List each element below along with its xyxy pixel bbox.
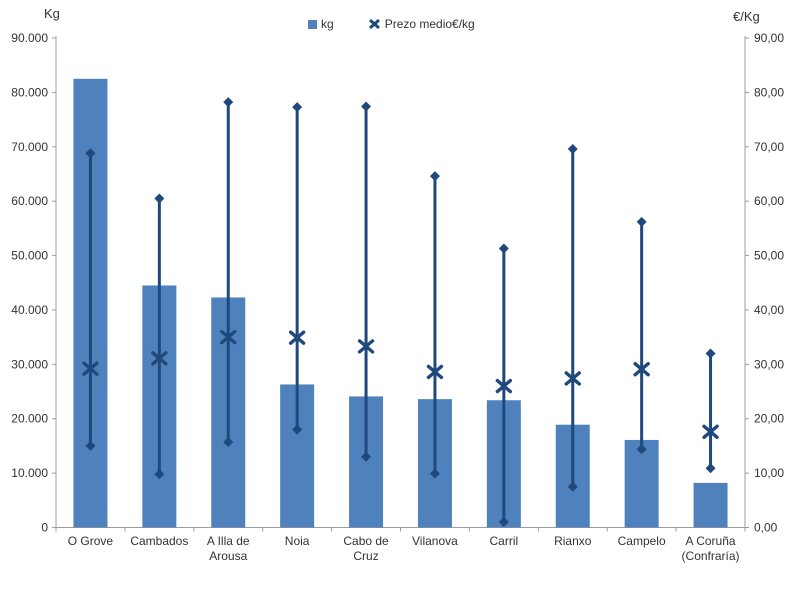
high-diamond bbox=[361, 101, 372, 112]
low-diamond bbox=[154, 469, 165, 480]
legend-prezo-label: Prezo medio€/kg bbox=[384, 17, 475, 31]
category-label: Vilanova bbox=[412, 534, 458, 548]
x-marker bbox=[220, 329, 237, 345]
high-diamond bbox=[498, 243, 509, 254]
x-marker bbox=[151, 351, 168, 366]
low-diamond bbox=[292, 424, 303, 435]
high-diamond bbox=[705, 348, 716, 359]
x-marker bbox=[495, 378, 513, 394]
bar bbox=[693, 482, 728, 528]
high-diamond bbox=[223, 97, 234, 108]
left-axis-tick-label: 20.000 bbox=[11, 412, 48, 426]
right-axis-tick-label: 50,00 bbox=[754, 249, 784, 263]
kg-series-swatch-icon bbox=[308, 19, 317, 29]
right-axis-tick-label: 90,00 bbox=[754, 31, 784, 45]
high-diamond bbox=[636, 216, 647, 227]
left-axis-tick-label: 70.000 bbox=[11, 140, 48, 154]
high-diamond bbox=[292, 102, 303, 113]
category-label: A Illa de Arousa bbox=[206, 534, 250, 563]
low-diamond bbox=[567, 481, 578, 492]
left-axis-tick-label: 30.000 bbox=[11, 357, 48, 371]
low-diamond bbox=[636, 444, 647, 455]
category-axis: O Grove Cambados A Illa de Arousa Noia Cabo … bbox=[0, 534, 800, 578]
x-marker bbox=[288, 330, 306, 345]
right-axis-tick-label: 30,00 bbox=[754, 357, 784, 371]
category-label: Cambados bbox=[130, 534, 189, 548]
category-label: Campelo bbox=[617, 534, 666, 548]
low-diamond bbox=[85, 440, 96, 451]
low-diamond bbox=[498, 517, 509, 528]
category-label: Cabo de Cruz bbox=[343, 534, 389, 563]
category-label: Noia bbox=[284, 534, 310, 548]
left-axis-tick-label: 80.000 bbox=[11, 85, 48, 99]
category-label: Carril bbox=[489, 534, 519, 548]
left-axis-title: Kg bbox=[44, 6, 60, 21]
legend-kg-label: kg bbox=[321, 17, 334, 31]
category-label: O Grove bbox=[67, 534, 114, 548]
low-diamond bbox=[429, 468, 440, 479]
x-marker bbox=[564, 371, 581, 386]
right-axis-tick-label: 60,00 bbox=[754, 194, 784, 208]
x-marker bbox=[702, 424, 719, 439]
x-marker bbox=[426, 364, 444, 380]
x-marker bbox=[633, 362, 650, 377]
left-axis-tick-label: 60.000 bbox=[11, 194, 48, 208]
x-marker bbox=[82, 361, 99, 376]
left-axis-tick-label: 10.000 bbox=[11, 466, 48, 480]
right-axis-tick-label: 10,00 bbox=[754, 466, 784, 480]
chart-legend: kg Prezo medio€/kg bbox=[308, 17, 475, 31]
left-axis-tick-label: 90.000 bbox=[11, 31, 48, 45]
x-marker-icon bbox=[368, 18, 380, 30]
right-axis-tick-label: 40,00 bbox=[754, 303, 784, 317]
legend-item-prezo: Prezo medio€/kg bbox=[368, 17, 475, 31]
low-diamond bbox=[705, 463, 716, 474]
right-axis-tick-label: 0,00 bbox=[754, 521, 778, 535]
right-axis-title: €/Kg bbox=[733, 9, 760, 24]
right-axis-tick-label: 20,00 bbox=[754, 412, 784, 426]
left-axis-tick-label: 50.000 bbox=[11, 249, 48, 263]
legend-item-kg: kg bbox=[308, 17, 334, 31]
high-diamond bbox=[429, 171, 440, 182]
low-diamond bbox=[361, 451, 372, 462]
x-marker bbox=[357, 339, 375, 354]
bar bbox=[624, 439, 659, 528]
category-label: Rianxo bbox=[554, 534, 592, 548]
left-axis-tick-label: 0 bbox=[41, 521, 48, 535]
high-diamond bbox=[85, 148, 96, 159]
right-axis-tick-label: 80,00 bbox=[754, 85, 784, 99]
right-axis-tick-label: 70,00 bbox=[754, 140, 784, 154]
left-axis-tick-label: 40.000 bbox=[11, 303, 48, 317]
low-diamond bbox=[223, 437, 234, 448]
category-label: A Coruña (Confraría) bbox=[681, 534, 740, 563]
high-diamond bbox=[567, 143, 578, 154]
high-diamond bbox=[154, 193, 165, 204]
